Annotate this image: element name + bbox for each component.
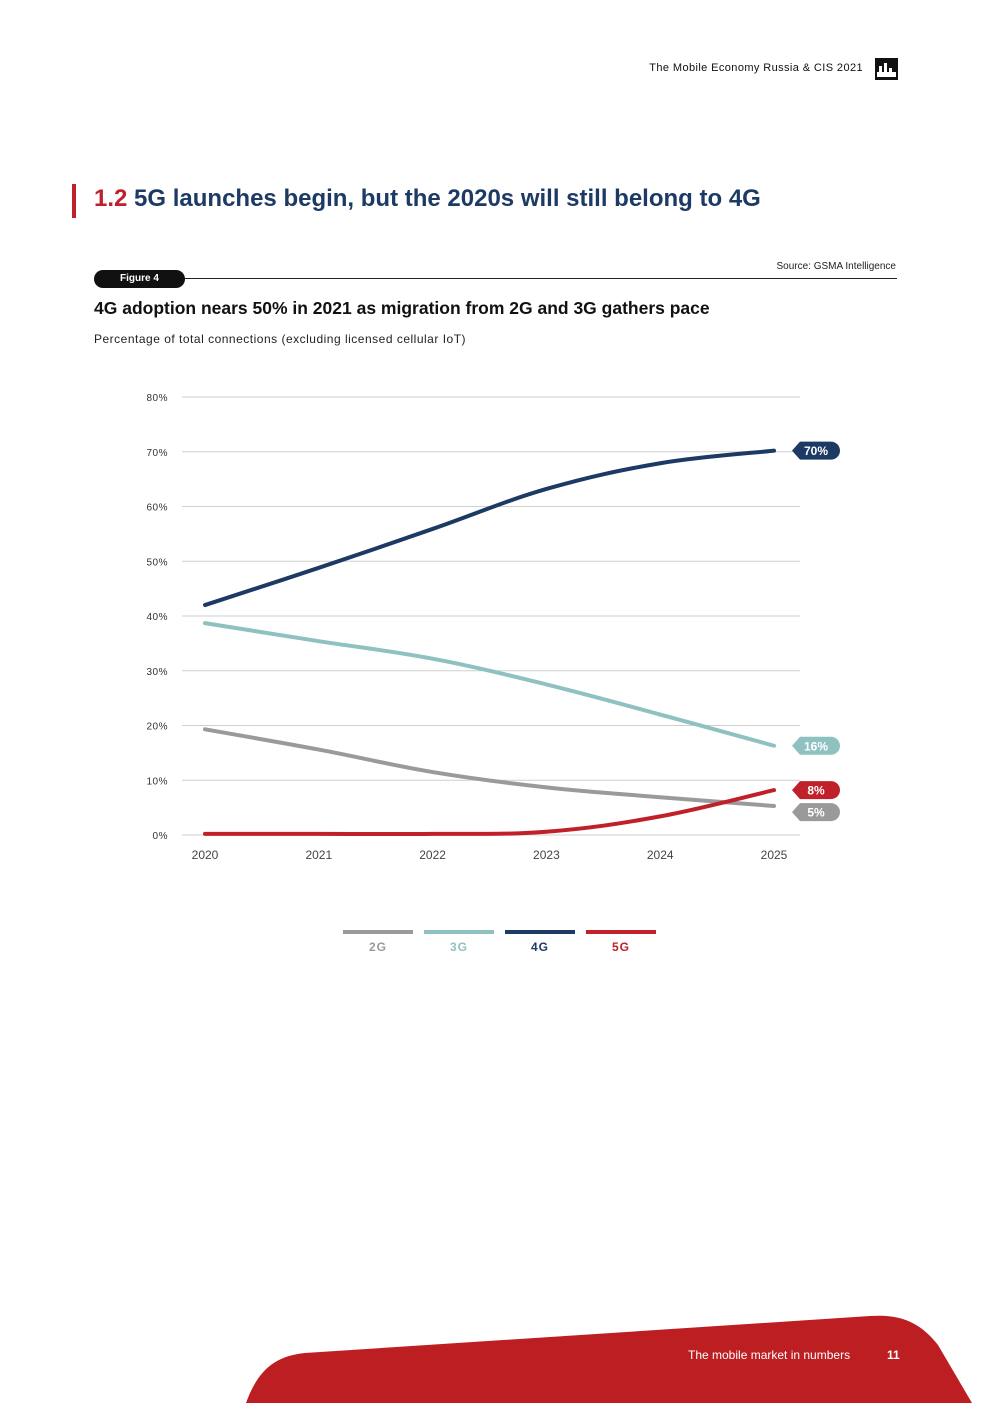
y-tick-label: 60% (146, 503, 168, 514)
y-tick-label: 50% (146, 557, 168, 568)
end-value-label: 5% (807, 806, 825, 820)
page-number: 11 (887, 1348, 900, 1362)
end-value-label: 8% (807, 784, 825, 798)
legend-label: 4G (530, 940, 549, 954)
legend-swatch (586, 930, 656, 934)
x-tick-label: 2024 (647, 848, 674, 862)
y-tick-label: 30% (146, 667, 168, 678)
legend-label: 3G (449, 940, 468, 954)
figure-badge: Figure 4 (94, 270, 185, 288)
legend-swatch (505, 930, 575, 934)
end-label-tag-5g (792, 781, 840, 800)
legend-item-2g: 2G (343, 930, 413, 954)
section-heading-text: 5G launches begin, but the 2020s will st… (134, 185, 761, 212)
legend-swatch (424, 930, 494, 934)
series-line-4g (203, 448, 776, 608)
section-number: 1.2 (94, 185, 128, 212)
y-tick-label: 80% (146, 393, 168, 404)
x-tick-label: 2021 (305, 848, 332, 862)
y-tick-label: 40% (146, 612, 168, 623)
line-chart: 0% 10% 20% 30% 40% 50% 60% 70% 80% 2020 2021 2022 20… (146, 393, 840, 862)
y-tick-label: 70% (146, 448, 168, 459)
x-tick-label: 2022 (419, 848, 446, 862)
section-heading: 1.2 5G launches begin, but the 2020s wil… (94, 185, 761, 213)
series-line-2g (203, 727, 776, 808)
end-label-tag-3g (792, 736, 840, 755)
end-value-label: 16% (804, 739, 828, 753)
series-line-3g (203, 621, 776, 748)
x-tick-label: 2025 (761, 848, 788, 862)
y-tick-label: 0% (153, 831, 168, 842)
end-value-label: 70% (804, 444, 828, 458)
legend-item-4g: 4G (505, 930, 575, 954)
chart-title: 4G adoption nears 50% in 2021 as migrati… (94, 298, 710, 318)
end-label-tag-4g (792, 441, 840, 460)
end-label-tag-2g (792, 803, 840, 822)
figure-source: Source: GSMA Intelligence (776, 261, 896, 272)
y-tick-label: 10% (146, 776, 168, 787)
section-accent-bar (72, 184, 76, 218)
figure-divider (184, 278, 897, 279)
footer-section-label: The mobile market in numbers (688, 1348, 851, 1362)
legend-item-5g: 5G (586, 930, 656, 954)
x-tick-label: 2023 (533, 848, 560, 862)
chart-legend: 2G 3G 4G 5G (343, 930, 656, 954)
legend-label: 5G (611, 940, 630, 954)
gsma-logo-icon (875, 58, 898, 80)
series-line-5g (203, 788, 776, 837)
header-title: The Mobile Economy Russia & CIS 2021 (649, 62, 863, 74)
legend-swatch (343, 930, 413, 934)
chart-subtitle: Percentage of total connections (excludi… (94, 332, 467, 346)
legend-label: 2G (368, 940, 387, 954)
y-tick-label: 20% (146, 722, 168, 733)
legend-item-3g: 3G (424, 930, 494, 954)
x-tick-label: 2020 (192, 848, 219, 862)
